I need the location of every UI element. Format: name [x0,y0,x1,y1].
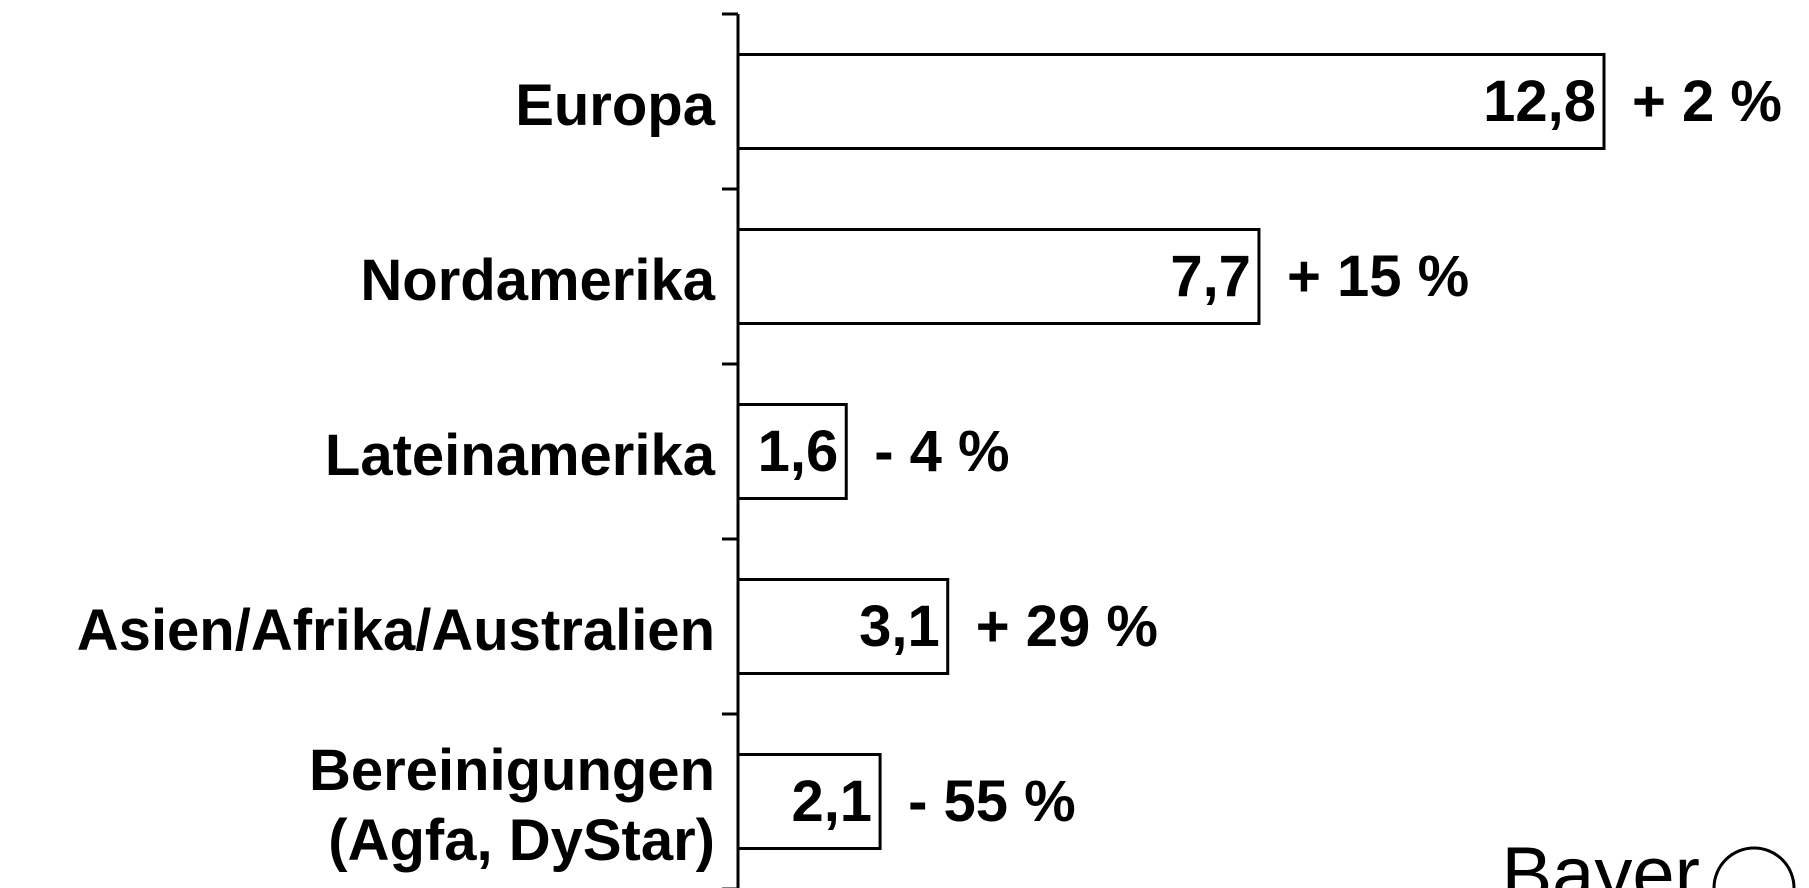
bar [736,53,1606,150]
change-label: - 4 % [874,419,1009,484]
value-label: 12,8 [1483,69,1596,134]
logo-emblem [1712,846,1796,888]
value-label: 3,1 [859,594,940,659]
category-label: Bereinigungen (Agfa, DyStar) [308,737,715,873]
value-label: 7,7 [1170,244,1251,309]
change-label: + 29 % [976,594,1158,659]
value-label: 1,6 [758,419,839,484]
change-label: - 55 % [908,769,1076,834]
bar [736,578,950,675]
category-label: Asien/Afrika/Australien [76,597,715,663]
value-label: 2,1 [791,769,872,834]
category-label: Europa [515,72,715,138]
logo-text: Bayer [1501,832,1700,888]
bar [736,403,848,500]
category-label: Lateinamerika [324,422,715,488]
bar [736,228,1261,325]
category-label: Nordamerika [360,247,715,313]
change-label: + 2 % [1632,69,1782,134]
bar [736,753,882,850]
change-label: + 15 % [1287,244,1469,309]
